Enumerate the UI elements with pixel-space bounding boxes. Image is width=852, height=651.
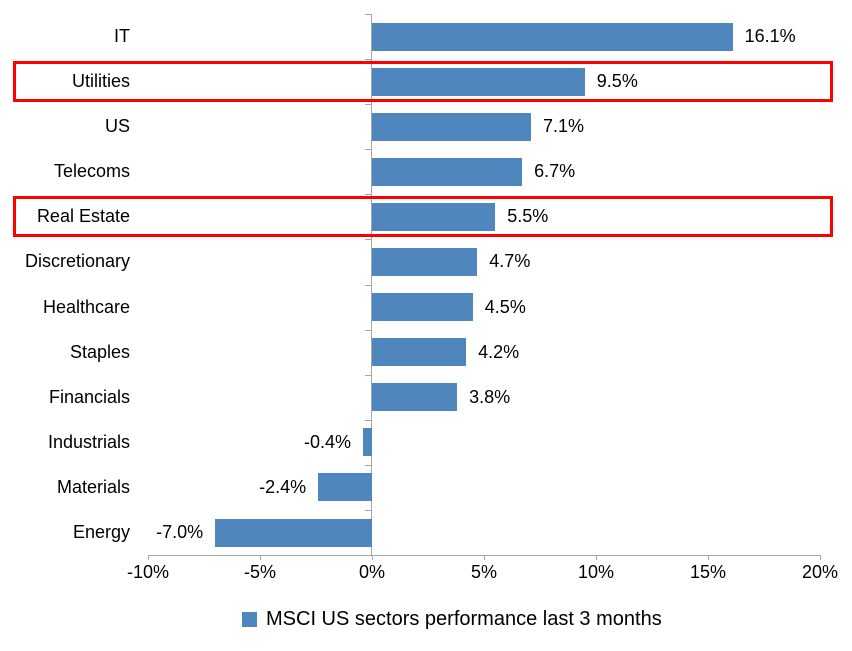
legend-label: MSCI US sectors performance last 3 month… [266, 608, 662, 630]
category-label: Healthcare [42, 296, 130, 317]
x-axis-tick-label: 15% [689, 562, 727, 582]
category-label: Energy [72, 521, 130, 542]
bar [372, 248, 478, 276]
value-label: 3.8% [469, 386, 511, 407]
category-label: Real Estate [36, 206, 130, 227]
category-label: Financials [48, 386, 130, 407]
category-label: IT [114, 26, 130, 46]
category-axis-tick [365, 420, 372, 421]
bar [318, 473, 372, 502]
category-axis-tick [365, 194, 372, 195]
value-axis-tick [260, 555, 261, 560]
category-axis-line [371, 14, 372, 555]
bar [372, 293, 473, 321]
category-label: Telecoms [53, 161, 130, 182]
bar [372, 338, 467, 367]
value-axis-tick [484, 555, 485, 560]
value-label: 4.2% [478, 341, 520, 362]
value-label: 7.1% [543, 116, 585, 137]
category-axis-tick [365, 465, 372, 466]
x-axis-tick-label: 10% [577, 562, 615, 582]
bar [372, 202, 496, 231]
category-axis-tick [365, 330, 372, 331]
category-label: US [104, 116, 130, 137]
category-axis-tick [365, 149, 372, 150]
value-label: 9.5% [596, 71, 638, 92]
value-label: -7.0% [156, 521, 204, 542]
category-axis-tick [365, 510, 372, 511]
category-axis-tick [365, 555, 372, 556]
bar [372, 67, 585, 96]
legend: MSCI US sectors performance last 3 month… [242, 608, 662, 631]
value-label: 5.5% [507, 206, 549, 227]
category-label: Utilities [71, 71, 130, 92]
bar [372, 157, 523, 186]
category-axis-tick [365, 14, 372, 15]
legend-swatch [242, 612, 257, 627]
category-axis-tick [365, 104, 372, 105]
value-axis-tick [148, 555, 149, 560]
x-axis-tick-label: -5% [243, 562, 276, 582]
bar [372, 22, 733, 51]
x-axis-tick-label: 20% [801, 562, 839, 582]
x-axis-tick-label: 5% [470, 562, 497, 582]
x-axis-tick-label: -10% [126, 562, 170, 582]
value-label: 16.1% [744, 26, 796, 46]
value-axis-tick [596, 555, 597, 560]
highlight-box [13, 196, 833, 238]
bar [363, 428, 372, 457]
bar [372, 383, 458, 412]
value-label: 4.5% [484, 296, 526, 317]
category-axis-tick [365, 59, 372, 60]
category-axis-tick [365, 375, 372, 376]
value-label: 4.7% [489, 251, 531, 272]
bar [215, 518, 372, 547]
category-label: Materials [56, 476, 130, 497]
category-axis-tick [365, 285, 372, 286]
category-label: Industrials [47, 431, 130, 452]
x-axis-tick-label: 0% [358, 562, 385, 582]
category-axis-tick [365, 239, 372, 240]
category-label: Discretionary [24, 251, 130, 272]
category-label: Staples [69, 341, 130, 362]
value-label: -0.4% [303, 431, 351, 452]
value-axis-tick [708, 555, 709, 560]
bar [372, 112, 531, 141]
value-label: 6.7% [534, 161, 576, 182]
value-axis-tick [820, 555, 821, 560]
highlight-box [13, 61, 833, 103]
value-axis-tick [372, 555, 373, 560]
value-label: -2.4% [259, 476, 307, 497]
